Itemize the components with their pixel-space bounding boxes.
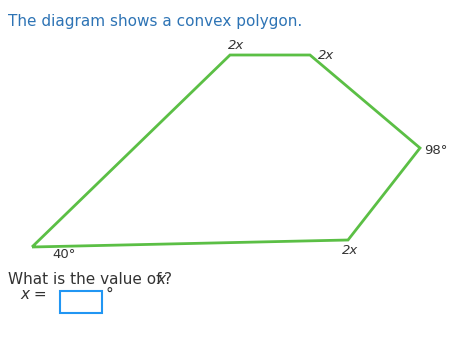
Bar bbox=[60, 291, 102, 313]
Text: 2x: 2x bbox=[342, 244, 358, 257]
Text: The diagram shows a convex polygon.: The diagram shows a convex polygon. bbox=[8, 14, 302, 29]
Text: °: ° bbox=[106, 287, 114, 302]
Text: x =: x = bbox=[20, 287, 52, 302]
Text: What is the value of: What is the value of bbox=[8, 272, 166, 287]
Text: 2x: 2x bbox=[318, 49, 334, 62]
Text: 2x: 2x bbox=[228, 39, 244, 52]
Text: ?: ? bbox=[164, 272, 172, 287]
Text: 40°: 40° bbox=[52, 248, 75, 261]
Text: 98°: 98° bbox=[424, 143, 447, 156]
Text: x: x bbox=[156, 272, 165, 287]
